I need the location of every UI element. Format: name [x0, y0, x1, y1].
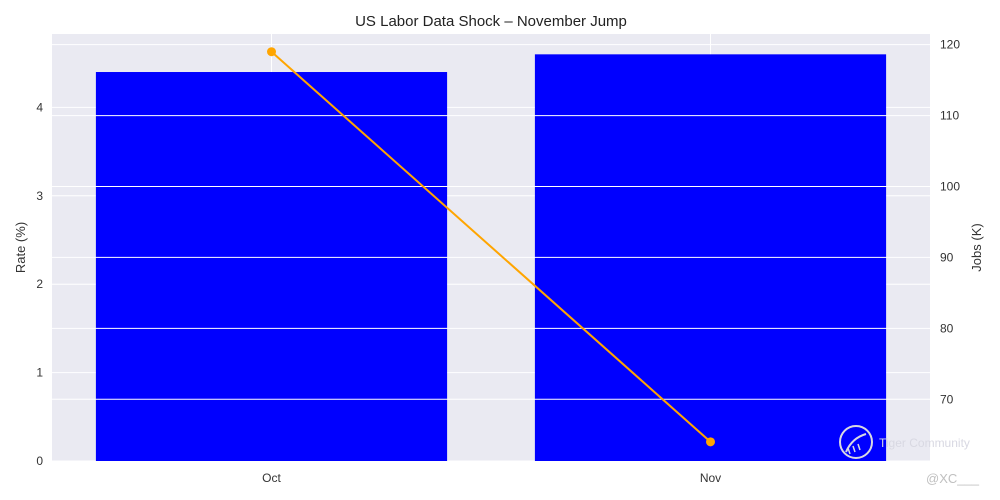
- watermark-text: Tiger Community: [879, 436, 970, 450]
- y-left-tick-label: 2: [36, 277, 43, 291]
- y-right-tick-label: 70: [940, 392, 954, 406]
- jobs-point: [706, 437, 715, 447]
- line-series: [267, 47, 715, 447]
- y-axis-right-label: Jobs (K): [969, 223, 984, 271]
- y-right-tick-label: 110: [940, 109, 959, 123]
- y-left-tick-label: 3: [36, 189, 43, 203]
- y-right-tick-label: 80: [940, 321, 954, 335]
- y-right-tick-label: 100: [940, 180, 960, 194]
- watermark-handle: @XC___: [926, 471, 980, 486]
- bar: [95, 72, 448, 461]
- y-right-tick-label: 90: [940, 250, 954, 264]
- y-axis-left-label: Rate (%): [13, 222, 28, 273]
- jobs-point: [267, 47, 276, 57]
- y-left-tick-label: 4: [36, 100, 43, 114]
- y-right-tick-label: 120: [940, 38, 960, 52]
- x-tick-label: Oct: [262, 471, 281, 485]
- chart-title: US Labor Data Shock – November Jump: [355, 13, 627, 30]
- watermark: Tiger Community @XC___: [839, 425, 980, 486]
- y-left-tick-label: 1: [36, 366, 43, 380]
- jobs-line: [270, 50, 712, 443]
- tiger-logo-icon: [839, 425, 873, 459]
- x-tick-label: Nov: [700, 471, 721, 485]
- tick-labels: 0 1 2 3 4 70 80 90 100 110 120 Oct Nov: [36, 38, 960, 485]
- bar-series: [52, 44, 930, 461]
- y-left-tick-label: 0: [36, 454, 43, 468]
